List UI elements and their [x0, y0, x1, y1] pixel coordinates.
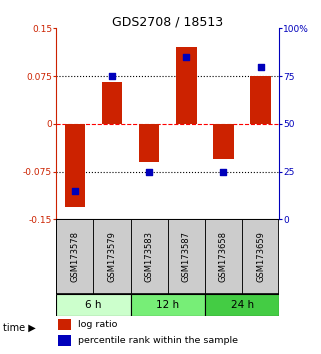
Text: GSM173578: GSM173578: [70, 232, 79, 282]
Title: GDS2708 / 18513: GDS2708 / 18513: [112, 15, 223, 28]
Text: 6 h: 6 h: [85, 301, 102, 310]
Bar: [56, 219, 93, 295]
Point: [258, 64, 263, 69]
Text: time ▶: time ▶: [3, 322, 36, 332]
Bar: [131, 219, 168, 295]
Bar: [250, 76, 271, 124]
Bar: [65, 124, 85, 207]
Bar: [58, 319, 71, 330]
Text: GSM173658: GSM173658: [219, 232, 228, 282]
Bar: [168, 219, 205, 295]
Bar: [242, 219, 279, 295]
Point: [184, 54, 189, 60]
Bar: [139, 124, 159, 162]
Point: [109, 73, 115, 79]
Text: 12 h: 12 h: [156, 301, 179, 310]
Point: [147, 169, 152, 175]
Bar: [205, 295, 279, 316]
Text: GSM173587: GSM173587: [182, 232, 191, 282]
Bar: [205, 219, 242, 295]
Text: GSM173583: GSM173583: [145, 232, 154, 282]
Bar: [102, 82, 122, 124]
Text: 24 h: 24 h: [230, 301, 254, 310]
Bar: [58, 336, 71, 346]
Bar: [93, 219, 131, 295]
Text: GSM173579: GSM173579: [108, 232, 117, 282]
Bar: [131, 295, 205, 316]
Point: [72, 188, 77, 194]
Text: GSM173659: GSM173659: [256, 232, 265, 282]
Bar: [56, 295, 131, 316]
Bar: [213, 124, 234, 159]
Text: log ratio: log ratio: [78, 320, 118, 329]
Bar: [176, 47, 196, 124]
Point: [221, 169, 226, 175]
Text: percentile rank within the sample: percentile rank within the sample: [78, 336, 239, 346]
